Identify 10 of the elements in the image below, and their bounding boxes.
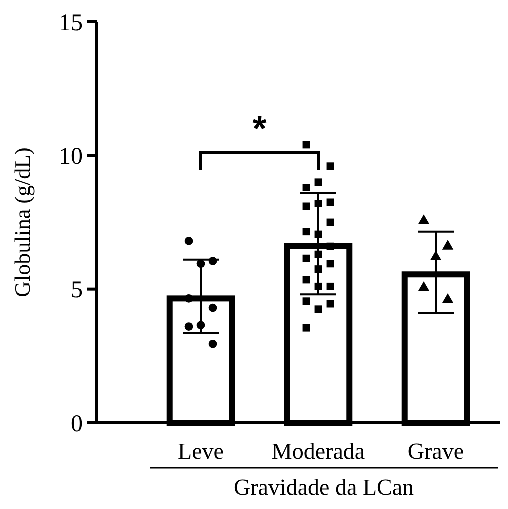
x-tick-label: Moderada: [272, 439, 366, 464]
y-tick-label: 10: [59, 144, 83, 170]
annotation: *: [252, 108, 267, 149]
x-tick-label: Leve: [178, 439, 224, 464]
y-tick-label: 5: [71, 278, 83, 304]
y-tick-label: 0: [71, 411, 83, 438]
y-tick-label: 15: [59, 10, 83, 36]
x-axis-title: Gravidade da LCan: [234, 475, 415, 500]
x-tick-label: Grave: [408, 439, 464, 464]
y-axis-title: Globulina (g/dL): [10, 148, 35, 298]
